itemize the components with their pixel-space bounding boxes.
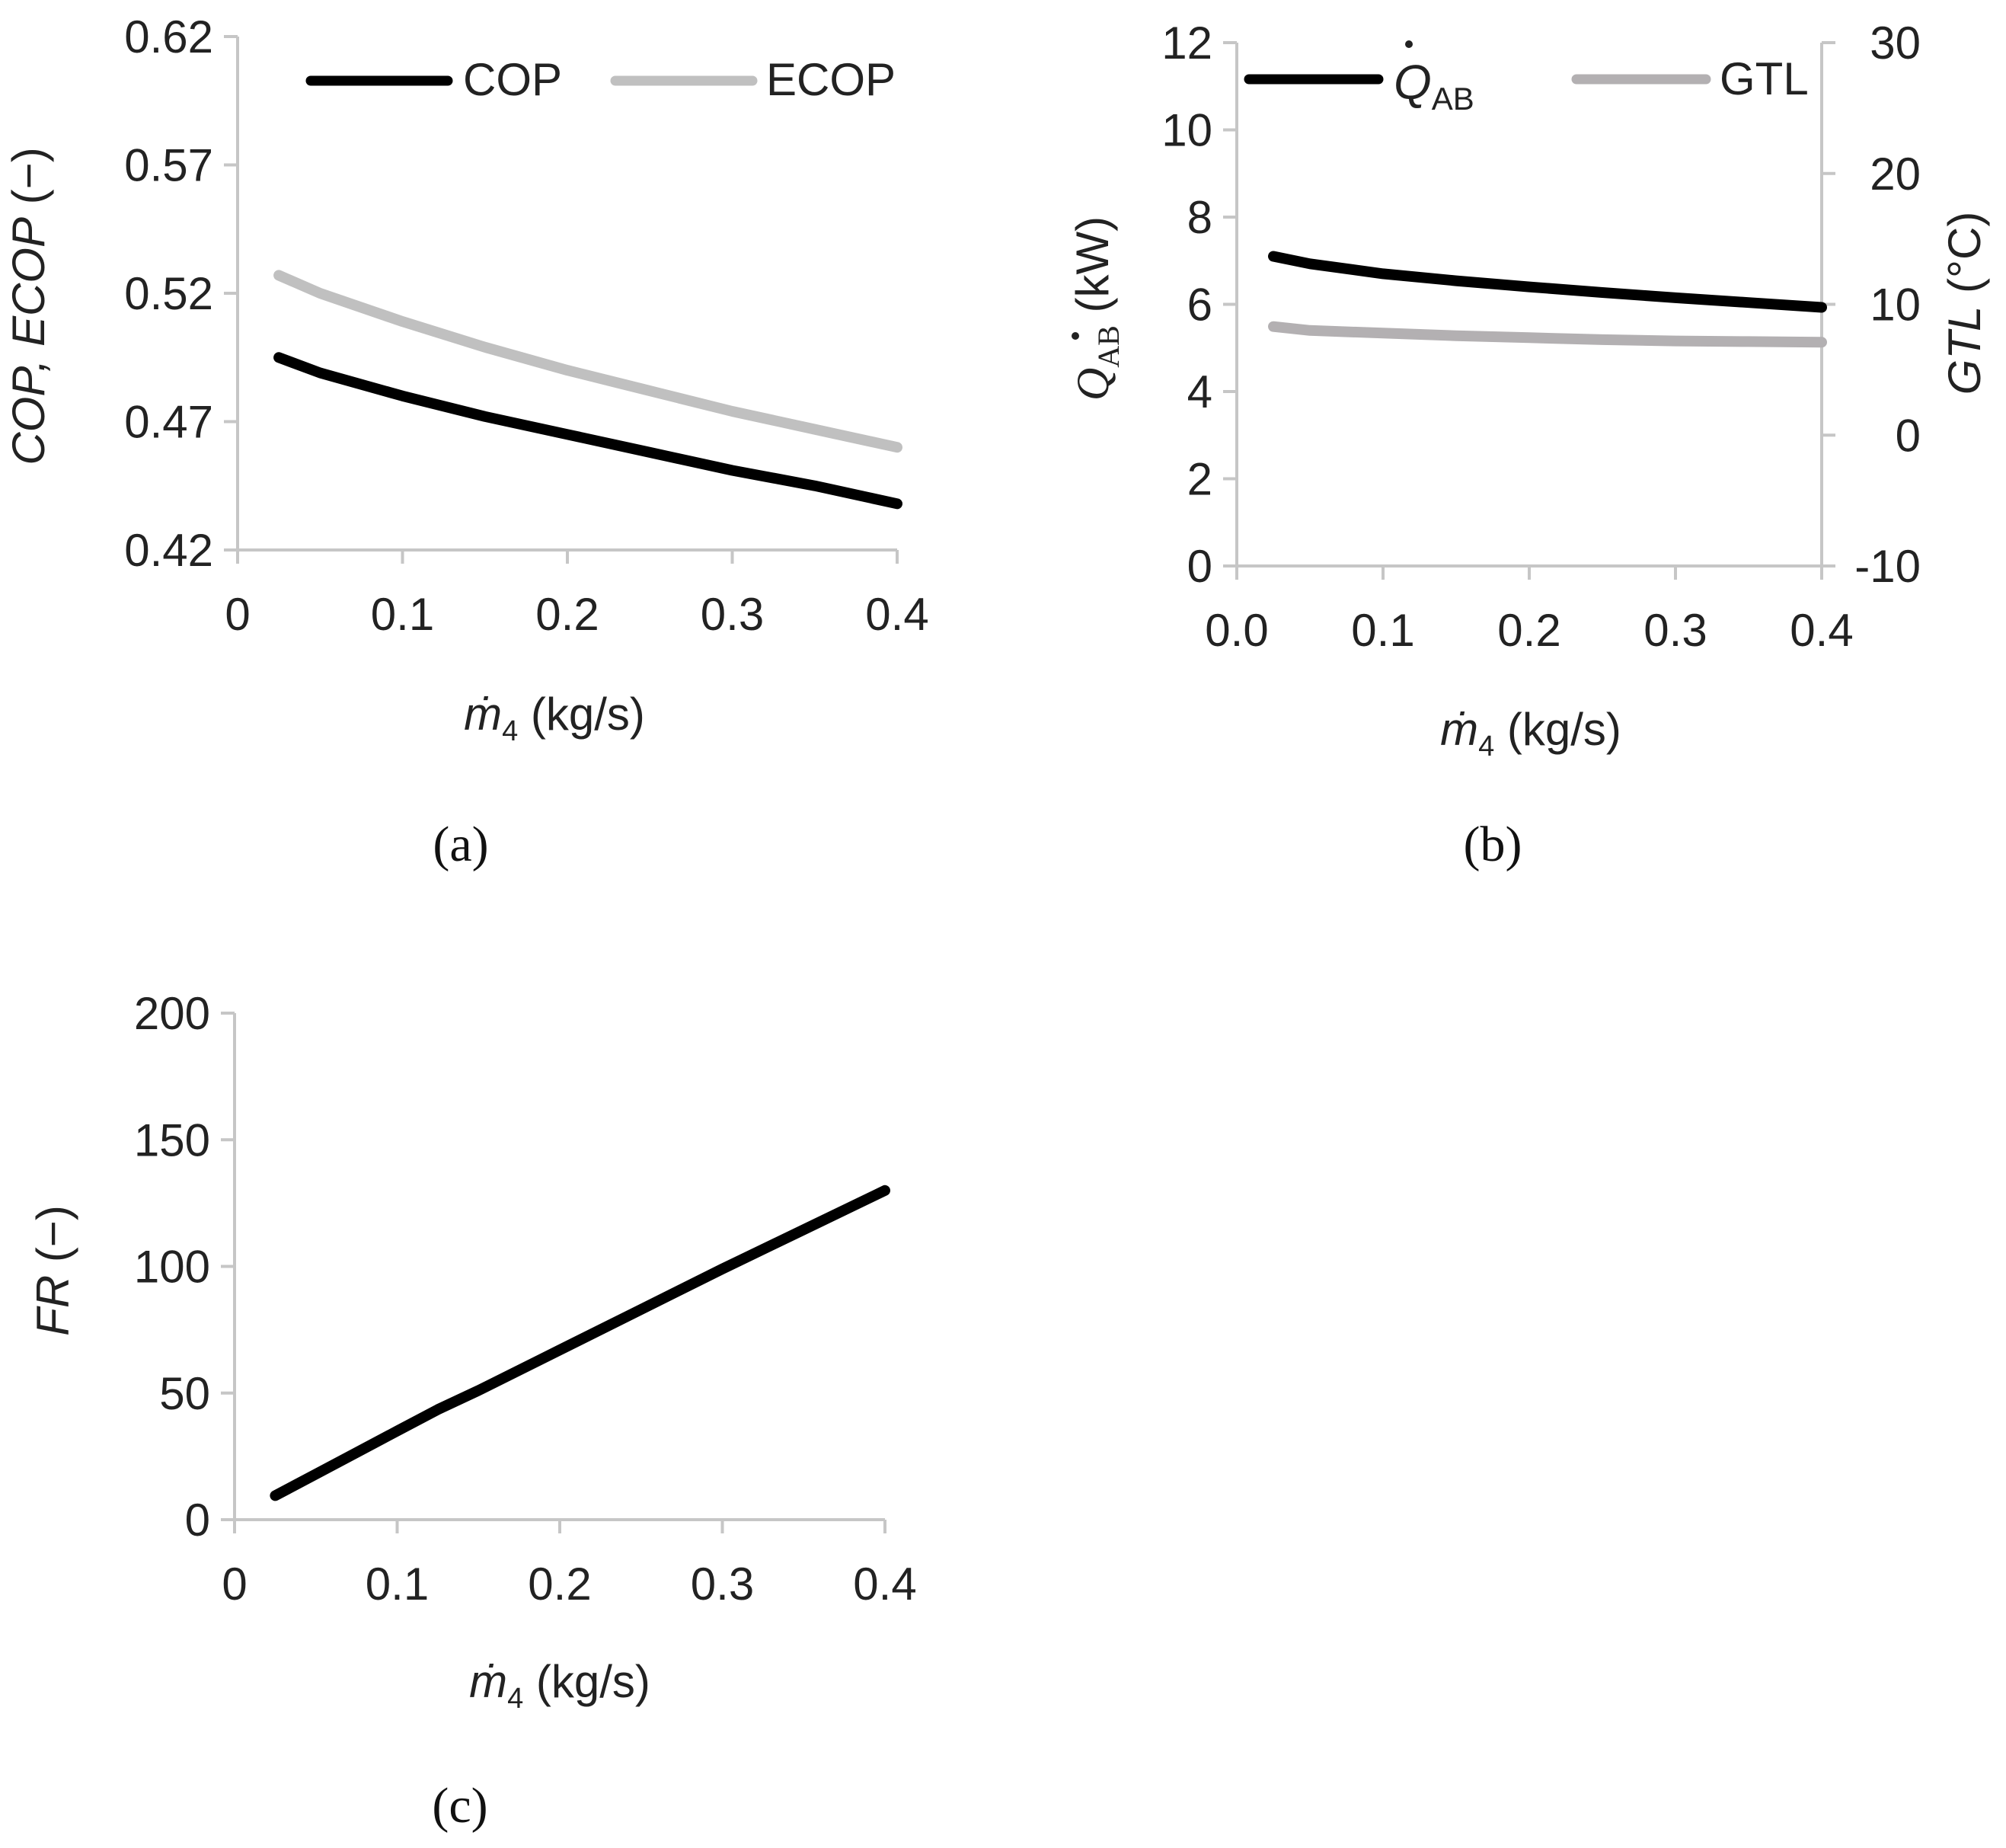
y-tick-label: 150: [134, 1114, 210, 1165]
x-tick-label: 0.3: [701, 589, 764, 640]
y-tick-label: 2: [1187, 454, 1212, 505]
x-tick-label: 0.2: [1497, 605, 1560, 656]
y-ticks: 0.42 0.47 0.52 0.57 0.62: [124, 11, 238, 576]
chart-panel-a: 0.42 0.47 0.52 0.57 0.62 0 0.1 0.2 0.3 0.4 COP E…: [3, 11, 929, 872]
x-ticks: 0 0.1 0.2 0.3 0.4: [225, 550, 929, 640]
x-tick-label: 0: [225, 589, 250, 640]
y-tick-label: 0.42: [124, 525, 213, 576]
x-axis-label: ṁ4 (kg/s): [469, 1656, 650, 1715]
panel-label: (a): [433, 817, 488, 872]
x-tick-label: 0.4: [865, 589, 928, 640]
y-tick-label: 8: [1187, 192, 1212, 243]
y-tick-label: 0: [185, 1495, 210, 1546]
x-tick-label: 0.1: [366, 1559, 429, 1610]
y-tick-label: 4: [1187, 366, 1212, 417]
series-lines: [273, 270, 902, 510]
series-line-fr: [270, 1185, 890, 1501]
panel-label: (c): [432, 1778, 487, 1834]
y-tick-label: 0.47: [124, 397, 213, 448]
x-axis-label: ṁ4 (kg/s): [1440, 704, 1621, 763]
x-tick-label: 0.4: [853, 1559, 916, 1610]
legend-dot-accent: [1405, 40, 1413, 48]
x-tick-label: 0.3: [691, 1559, 754, 1610]
legend-label-qab: QAB: [1394, 55, 1474, 117]
y-axis-label: COP, ECOP (−): [3, 147, 54, 465]
y-tick-label: 6: [1187, 280, 1212, 331]
y2-tick-label: 0: [1896, 410, 1921, 461]
y2-tick-label: 20: [1870, 149, 1921, 200]
legend: QAB GTL: [1244, 40, 1809, 117]
y-tick-label: 50: [159, 1368, 210, 1419]
legend-label-ecop: ECOP: [766, 54, 896, 105]
x-tick-label: 0.1: [371, 589, 434, 640]
chart-panel-c: 0 50 100 150 200 0 0.1 0.2 0.3 0.4 FR (−) ṁ4 (kg…: [27, 988, 917, 1834]
series-line-cop: [273, 352, 902, 510]
series-line-gtl: [1268, 321, 1827, 348]
y-axis-label: FR (−): [27, 1205, 78, 1336]
x-tick-label: 0.2: [535, 589, 599, 640]
y-tick-label: 200: [134, 988, 210, 1039]
series-lines: [1268, 251, 1827, 348]
y-tick-label: 0.52: [124, 268, 213, 319]
y-tick-label: 12: [1161, 18, 1212, 69]
x-tick-label: 0.3: [1643, 605, 1707, 656]
y2-tick-label: 30: [1870, 18, 1921, 69]
x-tick-label: 0.1: [1351, 605, 1414, 656]
legend: COP ECOP: [305, 54, 896, 105]
y-ticks: 0 50 100 150 200: [134, 988, 235, 1546]
y-tick-label: 0: [1187, 541, 1212, 592]
y2-tick-label: 10: [1870, 280, 1921, 331]
panel-label: (b): [1464, 817, 1522, 872]
y2-ticks: -10 0 10 20 30: [1822, 18, 1921, 592]
x-axis-label: ṁ4 (kg/s): [464, 689, 645, 747]
x-tick-label: 0.0: [1205, 605, 1268, 656]
y-tick-label: 0.57: [124, 140, 213, 191]
y-tick-label: 10: [1161, 105, 1212, 156]
y-axis-label: QAB (kW): [1067, 216, 1126, 401]
y2-axis-label: GTL (°C): [1939, 212, 1990, 395]
chart-panel-b: 0 2 4 6 8 10 12 -10 0 10 20 30 0.0 0.1 0.2 0.3 0.4 QAB…: [1067, 18, 1990, 872]
x-tick-label: 0.4: [1790, 605, 1853, 656]
x-ticks: 0.0 0.1 0.2 0.3 0.4: [1205, 566, 1854, 656]
series-line-qab: [1268, 251, 1827, 313]
legend-label-gtl: GTL: [1720, 53, 1809, 104]
y-tick-label: 0.62: [124, 11, 213, 62]
y-axis-label-dot: [1072, 332, 1079, 340]
x-tick-label: 0.2: [528, 1559, 591, 1610]
series-lines: [270, 1185, 890, 1501]
y-tick-label: 100: [134, 1242, 210, 1293]
legend-label-cop: COP: [463, 54, 562, 105]
x-tick-label: 0: [222, 1559, 247, 1610]
y-ticks: 0 2 4 6 8 10 12: [1161, 18, 1237, 592]
series-line-ecop: [273, 270, 902, 453]
x-ticks: 0 0.1 0.2 0.3 0.4: [222, 1520, 917, 1610]
y2-tick-label: -10: [1854, 541, 1921, 592]
